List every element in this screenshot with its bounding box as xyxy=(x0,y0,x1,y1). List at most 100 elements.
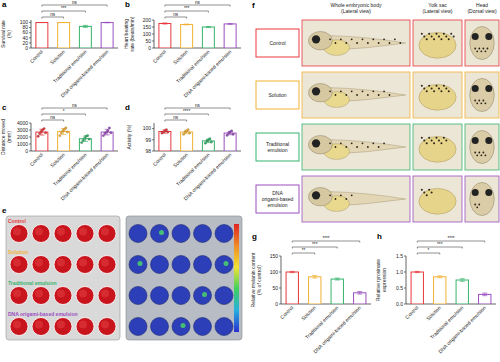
melanin xyxy=(345,146,347,148)
color-scale xyxy=(234,224,239,332)
melanin xyxy=(476,102,478,104)
point xyxy=(187,129,189,131)
melanin xyxy=(356,94,358,96)
y-axis-label: Relative melanin content(% of control) xyxy=(250,252,262,307)
error-cap xyxy=(437,277,442,278)
head-dorsal xyxy=(470,182,494,215)
melanin xyxy=(351,38,353,40)
melanin xyxy=(480,154,482,156)
y-tick-label: 150 xyxy=(143,24,152,30)
melanin xyxy=(433,38,435,40)
well-highlight xyxy=(57,259,65,267)
well xyxy=(98,256,116,274)
melanin xyxy=(345,94,347,96)
melanin xyxy=(426,38,428,40)
well xyxy=(32,256,50,274)
error-cap xyxy=(335,278,340,279)
bar xyxy=(101,132,113,151)
x-tick-label: DNA origami-based emulsion xyxy=(59,151,109,201)
point xyxy=(37,135,39,137)
text-line: (%) xyxy=(6,30,12,38)
fish-head xyxy=(308,136,332,154)
melanin xyxy=(426,194,428,196)
melanin xyxy=(478,100,480,102)
row-label: Control xyxy=(269,40,285,46)
error-cap xyxy=(228,24,233,25)
melanin xyxy=(383,38,385,40)
fish-eye xyxy=(312,87,320,95)
melanin xyxy=(329,194,331,196)
significance-label: *** xyxy=(61,6,67,11)
bar xyxy=(58,23,70,48)
error-cap xyxy=(415,271,420,272)
melanin xyxy=(436,85,438,87)
y-tick-label: 1.5 xyxy=(396,253,403,259)
error-line xyxy=(208,139,209,142)
signal-spot xyxy=(181,323,186,328)
fish-head xyxy=(308,84,332,102)
text-line: emulsion xyxy=(267,202,287,208)
melanin xyxy=(423,36,425,38)
melanin xyxy=(340,194,342,196)
fish-eye xyxy=(472,33,479,40)
image-frame xyxy=(413,20,462,66)
y-tick xyxy=(152,41,154,42)
x-tick-label: DNA origami-based emulsion xyxy=(437,304,487,354)
text-line: expression xyxy=(381,268,387,292)
row-label: Traditionalemulsion xyxy=(266,141,289,153)
significance-bracket xyxy=(292,247,337,249)
head-dorsal xyxy=(470,26,494,59)
y-tick-label: 1.0 xyxy=(396,269,403,275)
well xyxy=(76,256,94,274)
melanin xyxy=(351,142,353,144)
error-cap xyxy=(460,281,465,282)
point xyxy=(38,132,40,134)
melanin xyxy=(478,204,480,206)
well-highlight xyxy=(79,321,87,329)
melanin xyxy=(443,137,445,139)
melanin xyxy=(474,100,476,102)
well xyxy=(215,318,233,336)
melanin xyxy=(335,42,337,44)
point xyxy=(232,133,234,135)
y-tick xyxy=(404,272,406,273)
melanin xyxy=(485,102,487,104)
signal-spot xyxy=(224,261,229,266)
error-cap xyxy=(162,22,167,23)
y-tick-label: 99 xyxy=(145,137,151,143)
well xyxy=(129,287,147,305)
point xyxy=(102,134,104,136)
melanin xyxy=(345,198,347,200)
point xyxy=(182,133,184,135)
y-tick xyxy=(279,288,281,289)
y-tick xyxy=(279,304,281,305)
text-line: Control xyxy=(269,40,285,46)
well-highlight xyxy=(101,259,109,267)
melanin xyxy=(450,33,452,35)
melanin xyxy=(428,137,430,139)
melanin xyxy=(485,50,487,52)
figure: aSurvival rate(%)020406080100ControlSolu… xyxy=(0,0,500,362)
point xyxy=(165,129,167,131)
error-cap xyxy=(105,22,110,23)
well xyxy=(76,225,94,243)
melanin xyxy=(478,152,480,154)
error-bar xyxy=(335,278,340,280)
melanin xyxy=(372,90,374,92)
melanin xyxy=(474,152,476,154)
marks xyxy=(159,129,236,151)
bar xyxy=(36,23,48,48)
error-cap xyxy=(415,272,420,273)
well xyxy=(172,225,190,243)
panel-d: dActivity (%)9899100ControlSolutionTradi… xyxy=(125,103,241,202)
well xyxy=(129,256,147,274)
well xyxy=(54,287,72,305)
panel-e: eControlSolutionTraditional emulsionDNA … xyxy=(2,206,242,340)
well xyxy=(172,287,190,305)
well xyxy=(194,318,212,336)
well-highlight xyxy=(57,228,65,236)
row-label-box xyxy=(256,133,299,161)
well xyxy=(172,256,190,274)
error-bar xyxy=(357,292,362,295)
error-cap xyxy=(482,293,487,294)
